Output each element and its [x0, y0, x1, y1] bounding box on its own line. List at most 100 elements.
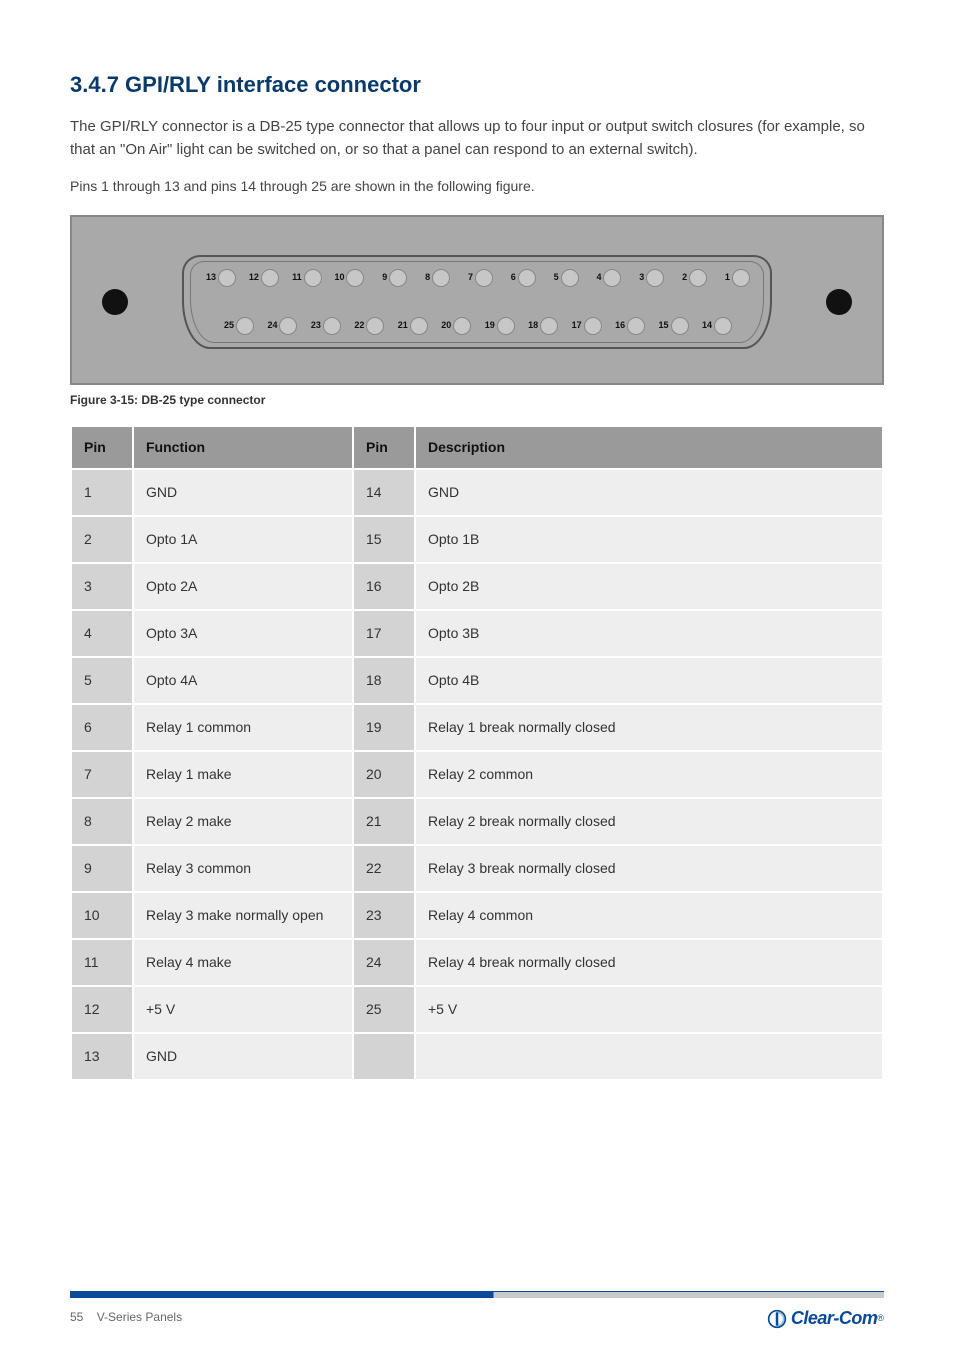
panel-screw-left — [102, 289, 128, 315]
table-cell — [353, 1033, 415, 1080]
pin-hole-icon — [646, 269, 664, 287]
table-row: 10Relay 3 make normally open23Relay 4 co… — [71, 892, 883, 939]
table-cell: 1 — [71, 469, 133, 516]
table-cell: Relay 4 break normally closed — [415, 939, 883, 986]
note-paragraph: Pins 1 through 13 and pins 14 through 25… — [70, 176, 884, 197]
table-cell: 12 — [71, 986, 133, 1033]
table-row: 8Relay 2 make21Relay 2 break normally cl… — [71, 798, 883, 845]
pin-number: 21 — [396, 319, 408, 333]
table-cell: 13 — [71, 1033, 133, 1080]
table-cell: +5 V — [415, 986, 883, 1033]
pin-cell: 25 — [222, 317, 254, 335]
table-row: 3Opto 2A16Opto 2B — [71, 563, 883, 610]
pin-number: 2 — [675, 271, 687, 285]
pin-number: 11 — [290, 271, 302, 285]
section-heading: 3.4.7 GPI/RLY interface connector — [70, 68, 884, 101]
logo-text: Clear-Com — [791, 1305, 878, 1332]
pin-cell: 17 — [570, 317, 602, 335]
pin-number: 16 — [613, 319, 625, 333]
pin-hole-icon — [603, 269, 621, 287]
pin-cell: 14 — [700, 317, 732, 335]
pin-hole-icon — [236, 317, 254, 335]
table-cell: 4 — [71, 610, 133, 657]
pin-cell: 22 — [352, 317, 384, 335]
pin-hole-icon — [627, 317, 645, 335]
dsub-shell: 13121110987654321 2524232221201918171615… — [182, 255, 772, 349]
table-row: 12+5 V25+5 V — [71, 986, 883, 1033]
table-cell: 11 — [71, 939, 133, 986]
table-row: 13GND — [71, 1033, 883, 1080]
footer-text: 55 V-Series Panels — [70, 1308, 182, 1326]
pin-hole-icon — [218, 269, 236, 287]
table-header-cell: Pin — [353, 426, 415, 469]
footer-bar — [70, 1292, 884, 1298]
table-cell: 8 — [71, 798, 133, 845]
footer-page: 55 — [70, 1310, 83, 1324]
table-header-cell: Description — [415, 426, 883, 469]
connector-panel: 13121110987654321 2524232221201918171615… — [70, 215, 884, 385]
pin-hole-icon — [732, 269, 750, 287]
table-cell: Relay 4 common — [415, 892, 883, 939]
table-row: 5Opto 4A18Opto 4B — [71, 657, 883, 704]
table-cell: 15 — [353, 516, 415, 563]
table-cell: 20 — [353, 751, 415, 798]
table-cell: GND — [133, 1033, 353, 1080]
table-cell: Relay 3 common — [133, 845, 353, 892]
pin-cell: 9 — [375, 269, 407, 287]
pin-hole-icon — [346, 269, 364, 287]
pin-hole-icon — [561, 269, 579, 287]
pin-cell: 6 — [504, 269, 536, 287]
pin-hole-icon — [584, 317, 602, 335]
pin-cell: 19 — [483, 317, 515, 335]
pin-hole-icon — [689, 269, 707, 287]
pin-cell: 7 — [461, 269, 493, 287]
pin-number: 3 — [632, 271, 644, 285]
pin-hole-icon — [518, 269, 536, 287]
pin-number: 23 — [309, 319, 321, 333]
pin-cell: 16 — [613, 317, 645, 335]
table-cell: Relay 1 make — [133, 751, 353, 798]
table-row: 1GND14GND — [71, 469, 883, 516]
table-cell: 2 — [71, 516, 133, 563]
pin-number: 4 — [589, 271, 601, 285]
table-cell: Relay 4 make — [133, 939, 353, 986]
pin-cell: 13 — [204, 269, 236, 287]
pin-number: 15 — [657, 319, 669, 333]
table-cell: 21 — [353, 798, 415, 845]
table-cell: 17 — [353, 610, 415, 657]
table-cell: 24 — [353, 939, 415, 986]
table-cell: 14 — [353, 469, 415, 516]
pin-hole-icon — [279, 317, 297, 335]
table-cell: Relay 1 break normally closed — [415, 704, 883, 751]
pin-row-bottom: 25 24 23 22 21 20 19 18 17 16 15 14 — [222, 317, 732, 335]
table-cell: GND — [415, 469, 883, 516]
table-cell: Opto 1A — [133, 516, 353, 563]
pin-cell: 20 — [439, 317, 471, 335]
pin-row-top: 13121110987654321 — [204, 269, 750, 287]
footer-doc: V-Series Panels — [97, 1310, 182, 1324]
table-header-cell: Pin — [71, 426, 133, 469]
table-cell: Opto 1B — [415, 516, 883, 563]
table-cell: GND — [133, 469, 353, 516]
pin-hole-icon — [261, 269, 279, 287]
pin-number: 8 — [418, 271, 430, 285]
pin-cell: 24 — [265, 317, 297, 335]
pin-number: 1 — [718, 271, 730, 285]
pin-number: 10 — [332, 271, 344, 285]
table-row: 4Opto 3A17Opto 3B — [71, 610, 883, 657]
table-cell: 5 — [71, 657, 133, 704]
pin-cell: 18 — [526, 317, 558, 335]
pin-cell: 1 — [718, 269, 750, 287]
intro-paragraph: The GPI/RLY connector is a DB-25 type co… — [70, 115, 884, 162]
table-cell: Opto 3B — [415, 610, 883, 657]
table-cell: Relay 1 common — [133, 704, 353, 751]
table-row: 6Relay 1 common19Relay 1 break normally … — [71, 704, 883, 751]
table-cell: Relay 3 break normally closed — [415, 845, 883, 892]
pin-number: 25 — [222, 319, 234, 333]
pin-number: 9 — [375, 271, 387, 285]
figure-caption: Figure 3-15: DB-25 type connector — [70, 391, 884, 409]
pinout-table: PinFunctionPinDescription 1GND14GND2Opto… — [70, 425, 884, 1081]
pin-hole-icon — [323, 317, 341, 335]
pin-number: 24 — [265, 319, 277, 333]
table-row: 9Relay 3 common22Relay 3 break normally … — [71, 845, 883, 892]
